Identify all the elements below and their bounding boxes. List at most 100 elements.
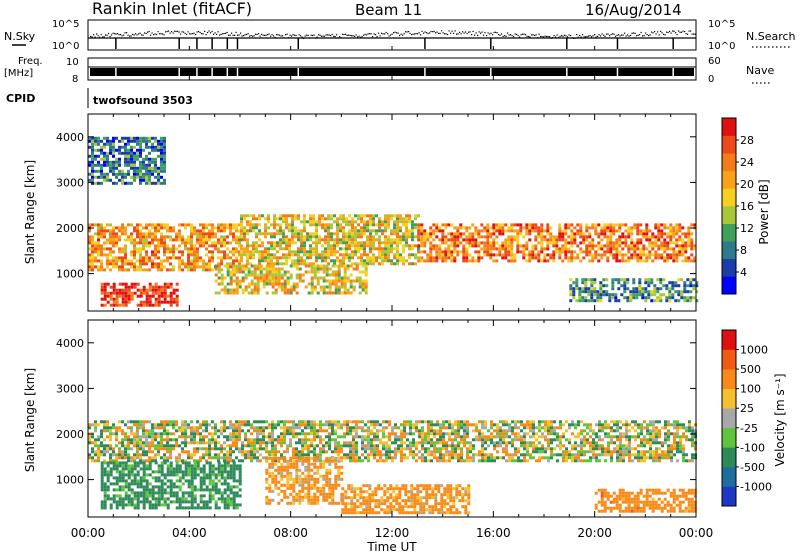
echo-cell: [618, 253, 622, 257]
echo-cell: [572, 296, 576, 300]
echo-cell: [160, 294, 164, 298]
echo-cell: [599, 284, 603, 288]
echo-cell: [372, 259, 375, 263]
echo-cell: [130, 148, 133, 152]
echo-cell: [142, 435, 145, 439]
echo-cell: [514, 423, 517, 427]
echo-cell: [304, 447, 307, 451]
echo-cell: [436, 423, 439, 427]
echo-cell: [569, 287, 573, 291]
echo-cell: [172, 265, 175, 269]
echo-cell: [411, 229, 414, 233]
echo-cell: [367, 447, 370, 451]
echo-cell: [523, 447, 526, 451]
echo-cell: [172, 432, 175, 436]
echo-cell: [511, 456, 514, 460]
echo-cell: [163, 145, 166, 149]
echo-cell: [453, 241, 457, 245]
echo-cell: [351, 238, 354, 242]
echo-cell: [94, 256, 97, 260]
echo-cell: [196, 232, 199, 236]
echo-cell: [88, 178, 91, 182]
noise-point: [643, 35, 645, 37]
echo-cell: [235, 285, 239, 289]
echo-cell: [205, 265, 208, 269]
echo-cell: [172, 297, 176, 301]
echo-cell: [106, 282, 110, 286]
noise-point: [426, 32, 428, 34]
echo-cell: [318, 235, 321, 239]
echo-cell: [133, 244, 136, 248]
echo-cell: [387, 214, 390, 218]
echo-cell: [301, 444, 304, 448]
echo-cell: [109, 223, 112, 227]
echo-cell: [369, 229, 372, 233]
noise-point: [438, 32, 440, 34]
echo-cell: [274, 459, 277, 463]
noise-point: [382, 33, 384, 35]
noise-point: [547, 36, 549, 38]
echo-cell: [435, 247, 439, 251]
echo-cell: [337, 276, 341, 280]
echo-cell: [148, 441, 151, 445]
echo-cell: [438, 253, 442, 257]
echo-cell: [439, 456, 442, 460]
echo-cell: [334, 273, 338, 277]
echo-cell: [496, 444, 499, 448]
echo-cell: [273, 244, 276, 248]
echo-cell: [424, 450, 427, 454]
noise-point: [685, 33, 687, 35]
echo-cell: [653, 287, 657, 291]
echo-cell: [352, 441, 355, 445]
echo-cell: [570, 223, 574, 227]
echo-cell: [151, 148, 154, 152]
echo-cell: [115, 265, 118, 269]
echo-cell: [336, 235, 339, 239]
noise-point: [100, 34, 102, 36]
echo-cell: [255, 235, 258, 239]
echo-cell: [112, 423, 115, 427]
echo-cell: [349, 420, 352, 424]
echo-cell: [289, 429, 292, 433]
echo-cell: [220, 288, 224, 292]
echo-cell: [448, 426, 451, 430]
echo-cell: [520, 423, 523, 427]
echo-cell: [387, 238, 390, 242]
echo-cell: [229, 444, 232, 448]
echo-cell: [501, 244, 505, 248]
noise-point: [205, 34, 207, 36]
echo-cell: [627, 232, 631, 236]
noise-point: [250, 35, 252, 37]
noise-point: [619, 35, 621, 37]
power-ylabel: Slant Range [km]: [23, 160, 37, 264]
echo-cell: [148, 241, 151, 245]
echo-cell: [112, 232, 115, 236]
echo-cell: [484, 423, 487, 427]
echo-cell: [454, 438, 457, 442]
echo-cell: [217, 276, 221, 280]
noise-point: [370, 33, 372, 35]
echo-cell: [648, 253, 652, 257]
echo-cell: [360, 241, 363, 245]
echo-cell: [142, 232, 145, 236]
noise-point: [502, 35, 504, 37]
echo-cell: [525, 259, 529, 263]
echo-cell: [421, 459, 424, 463]
echo-cell: [312, 253, 315, 257]
echo-cell: [378, 229, 381, 233]
power-colorbar-label: Power [dB]: [757, 179, 771, 244]
echo-cell: [456, 232, 460, 236]
echo-cell: [399, 217, 402, 221]
echo-cell: [345, 253, 348, 257]
noise-point: [358, 35, 360, 37]
echo-cell: [154, 157, 157, 161]
echo-cell: [626, 299, 630, 303]
echo-cell: [666, 235, 670, 239]
echo-cell: [474, 238, 478, 242]
noise-point: [255, 33, 257, 35]
echo-cell: [606, 235, 610, 239]
echo-cell: [397, 426, 400, 430]
echo-cell: [241, 453, 244, 457]
echo-cell: [448, 432, 451, 436]
echo-cell: [504, 241, 508, 245]
